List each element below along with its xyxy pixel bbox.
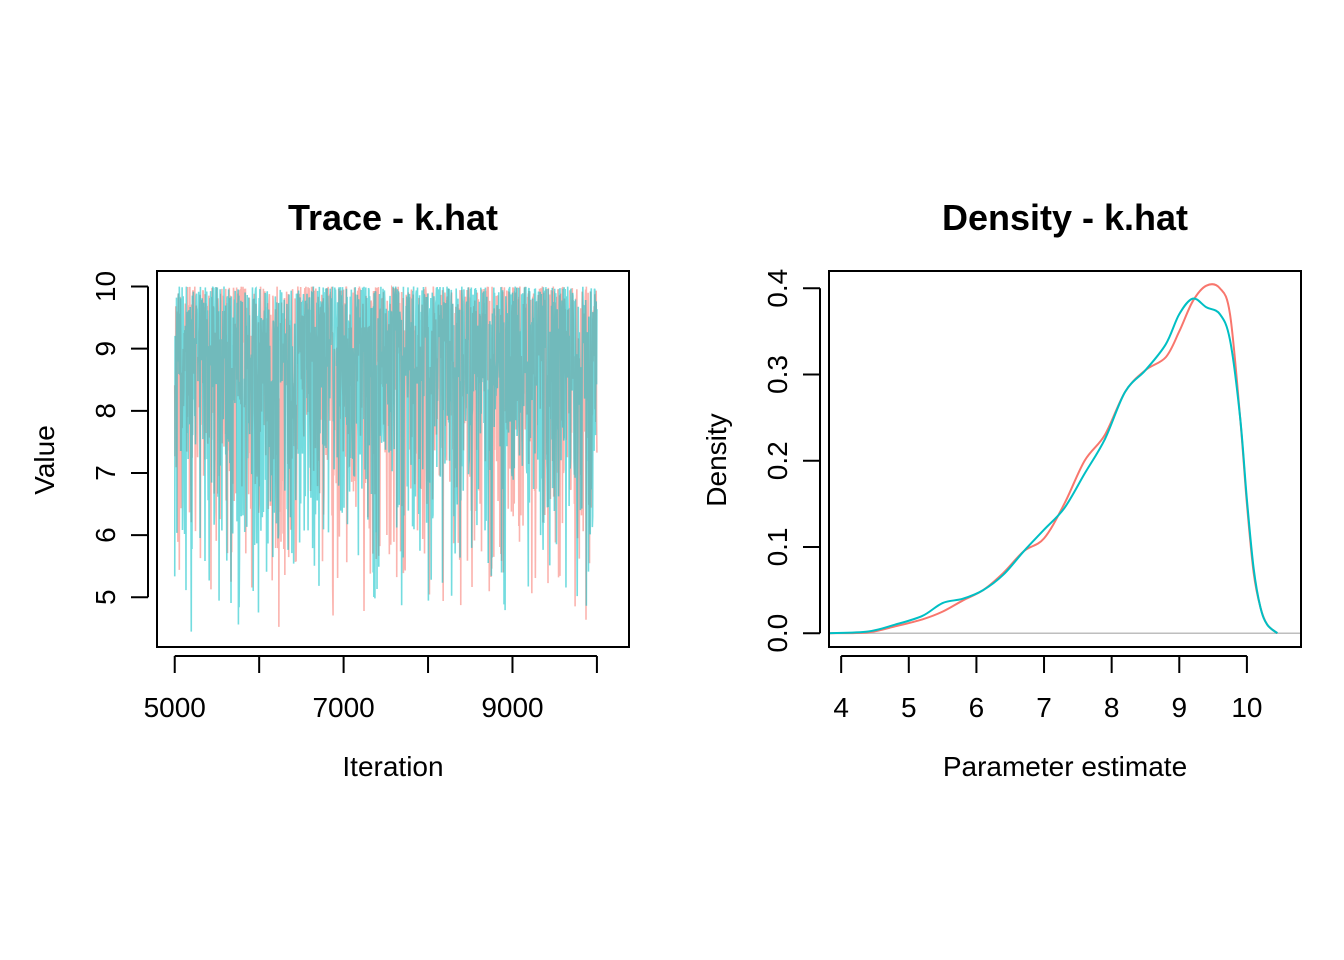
density-y-tick-label: 0.4 xyxy=(762,269,793,308)
trace-series-group xyxy=(173,284,598,632)
density-y-axis: 0.0 0.1 0.2 0.3 0.4 xyxy=(762,269,821,653)
density-xlabel: Parameter estimate xyxy=(943,751,1187,782)
trace-x-axis: 5000 7000 9000 xyxy=(144,655,598,723)
trace-plot-box xyxy=(156,270,630,648)
trace-xlabel: Iteration xyxy=(342,751,443,782)
density-title: Density - k.hat xyxy=(942,197,1188,238)
density-x-tick-label: 4 xyxy=(833,692,849,723)
density-x-tick-label: 9 xyxy=(1171,692,1187,723)
trace-x-tick-label: 9000 xyxy=(481,692,543,723)
density-series-2 xyxy=(828,297,1278,635)
trace-y-axis: 5 6 7 8 9 10 xyxy=(90,271,149,605)
density-x-tick-label: 6 xyxy=(969,692,985,723)
density-y-tick-label: 0.1 xyxy=(762,527,793,566)
trace-panel: Trace - k.hat Iteration Value 5000 7000 90… xyxy=(29,197,630,782)
trace-y-tick-label: 9 xyxy=(90,341,121,357)
density-y-tick-label: 0.0 xyxy=(762,614,793,653)
trace-y-tick-label: 6 xyxy=(90,527,121,543)
density-x-tick-label: 5 xyxy=(901,692,917,723)
trace-x-tick-label: 7000 xyxy=(312,692,374,723)
trace-y-tick-label: 10 xyxy=(90,271,121,302)
density-x-tick-label: 8 xyxy=(1104,692,1120,723)
density-x-axis: 4 5 6 7 8 9 10 xyxy=(833,655,1262,723)
density-panel: Density - k.hat Parameter estimate Densi… xyxy=(701,197,1302,782)
trace-y-tick-label: 7 xyxy=(90,465,121,481)
density-series-1 xyxy=(828,283,1278,635)
trace-y-tick-label: 8 xyxy=(90,403,121,419)
density-ylabel: Density xyxy=(701,413,732,506)
trace-title: Trace - k.hat xyxy=(288,197,498,238)
density-plot-box xyxy=(828,270,1302,648)
density-x-tick-label: 7 xyxy=(1036,692,1052,723)
density-y-tick-label: 0.3 xyxy=(762,355,793,394)
trace-y-tick-label: 5 xyxy=(90,589,121,605)
density-x-tick-label: 10 xyxy=(1231,692,1262,723)
density-y-tick-label: 0.2 xyxy=(762,441,793,480)
trace-ylabel: Value xyxy=(29,425,60,495)
trace-x-tick-label: 5000 xyxy=(144,692,206,723)
density-series-group xyxy=(828,283,1301,635)
trace-series-2 xyxy=(173,286,598,632)
